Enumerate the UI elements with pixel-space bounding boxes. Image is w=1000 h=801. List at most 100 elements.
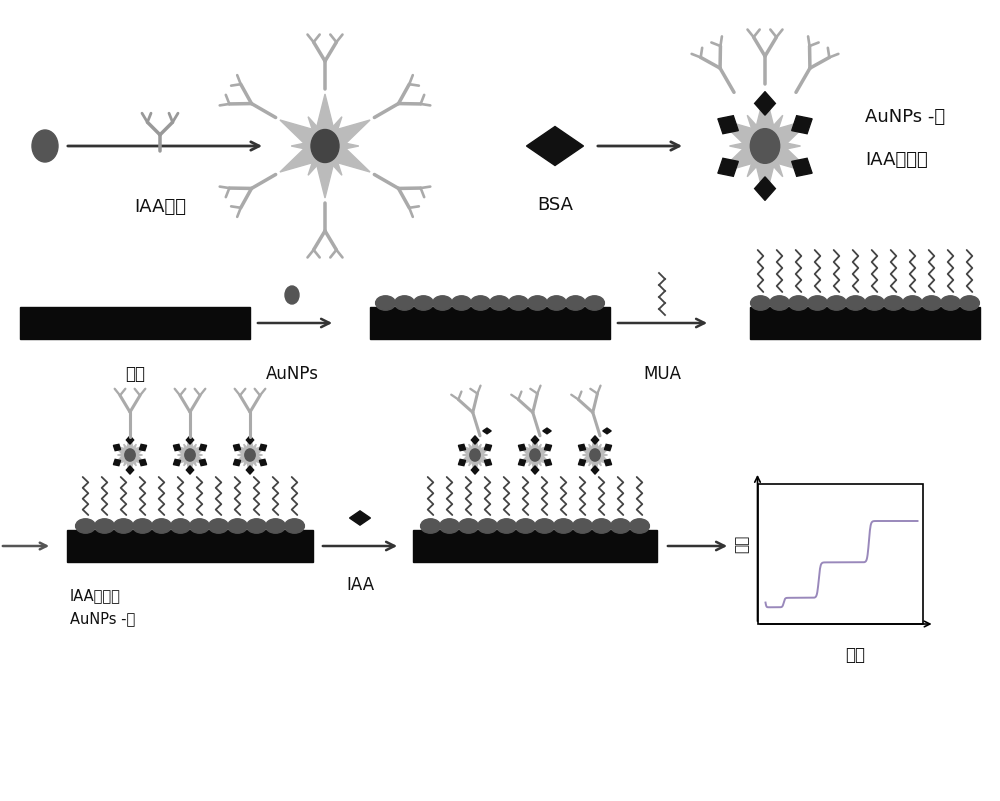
Polygon shape — [128, 451, 147, 465]
Text: IAA抗体: IAA抗体 — [134, 198, 186, 216]
Ellipse shape — [516, 519, 535, 533]
Polygon shape — [199, 445, 207, 451]
Text: MUA: MUA — [643, 365, 681, 383]
Ellipse shape — [311, 130, 339, 163]
Ellipse shape — [751, 296, 770, 310]
Polygon shape — [186, 436, 194, 444]
Ellipse shape — [266, 519, 285, 533]
Ellipse shape — [478, 519, 497, 533]
Polygon shape — [792, 159, 812, 176]
Ellipse shape — [452, 296, 471, 310]
Polygon shape — [245, 436, 255, 455]
Ellipse shape — [245, 449, 255, 461]
Polygon shape — [458, 445, 466, 451]
Polygon shape — [470, 455, 480, 474]
Polygon shape — [308, 117, 331, 150]
Polygon shape — [113, 459, 121, 465]
Polygon shape — [604, 445, 612, 451]
Text: AuNPs -抗: AuNPs -抗 — [865, 108, 945, 126]
Polygon shape — [177, 453, 190, 457]
Polygon shape — [259, 445, 267, 451]
Polygon shape — [188, 453, 196, 466]
Polygon shape — [578, 459, 586, 465]
Ellipse shape — [585, 296, 604, 310]
Polygon shape — [518, 451, 537, 465]
Ellipse shape — [808, 296, 827, 310]
Polygon shape — [312, 146, 338, 198]
Polygon shape — [589, 453, 597, 466]
Polygon shape — [124, 453, 132, 466]
Polygon shape — [370, 307, 610, 339]
Polygon shape — [718, 135, 772, 173]
Ellipse shape — [395, 296, 414, 310]
Polygon shape — [20, 307, 250, 339]
Polygon shape — [758, 119, 812, 158]
Polygon shape — [291, 139, 325, 153]
Polygon shape — [128, 453, 136, 466]
Polygon shape — [319, 143, 342, 175]
Polygon shape — [473, 453, 481, 466]
Polygon shape — [185, 436, 195, 455]
Polygon shape — [590, 436, 600, 455]
Polygon shape — [462, 453, 475, 457]
Ellipse shape — [433, 296, 452, 310]
Ellipse shape — [770, 296, 789, 310]
Ellipse shape — [95, 519, 114, 533]
Polygon shape — [190, 453, 203, 457]
Polygon shape — [319, 117, 342, 150]
Polygon shape — [718, 119, 772, 158]
Ellipse shape — [611, 519, 630, 533]
Ellipse shape — [884, 296, 903, 310]
Ellipse shape — [535, 519, 554, 533]
Polygon shape — [530, 455, 540, 474]
Polygon shape — [758, 115, 783, 150]
Ellipse shape — [171, 519, 190, 533]
Polygon shape — [233, 445, 252, 459]
Polygon shape — [233, 459, 241, 465]
Polygon shape — [589, 445, 597, 457]
Polygon shape — [518, 445, 526, 451]
Polygon shape — [529, 445, 537, 457]
Polygon shape — [533, 445, 541, 457]
Polygon shape — [185, 455, 195, 474]
Polygon shape — [471, 436, 479, 444]
Ellipse shape — [590, 449, 600, 461]
Polygon shape — [578, 451, 597, 465]
Text: 时间: 时间 — [845, 646, 865, 664]
Polygon shape — [747, 115, 772, 150]
Text: AuNPs -抗: AuNPs -抗 — [70, 611, 135, 626]
Polygon shape — [413, 530, 657, 562]
Polygon shape — [250, 453, 263, 457]
Polygon shape — [188, 445, 207, 459]
Polygon shape — [730, 139, 765, 154]
Ellipse shape — [960, 296, 979, 310]
Polygon shape — [113, 451, 132, 465]
Polygon shape — [473, 445, 481, 457]
Ellipse shape — [490, 296, 509, 310]
Ellipse shape — [285, 286, 299, 304]
Ellipse shape — [554, 519, 573, 533]
Ellipse shape — [497, 519, 516, 533]
Polygon shape — [544, 459, 552, 465]
Text: 电流: 电流 — [734, 535, 750, 553]
Ellipse shape — [125, 449, 135, 461]
Polygon shape — [233, 445, 241, 451]
Polygon shape — [582, 453, 595, 457]
Polygon shape — [529, 453, 537, 466]
Ellipse shape — [421, 519, 440, 533]
Polygon shape — [484, 445, 492, 451]
Polygon shape — [591, 436, 599, 444]
Ellipse shape — [114, 519, 133, 533]
Ellipse shape — [209, 519, 228, 533]
Ellipse shape — [133, 519, 152, 533]
Ellipse shape — [185, 449, 195, 461]
Ellipse shape — [922, 296, 941, 310]
Polygon shape — [246, 436, 254, 444]
Polygon shape — [248, 453, 256, 466]
Polygon shape — [113, 445, 121, 451]
Polygon shape — [188, 451, 207, 465]
Polygon shape — [758, 143, 783, 177]
Polygon shape — [718, 159, 738, 176]
Polygon shape — [522, 453, 535, 457]
Polygon shape — [518, 459, 526, 465]
